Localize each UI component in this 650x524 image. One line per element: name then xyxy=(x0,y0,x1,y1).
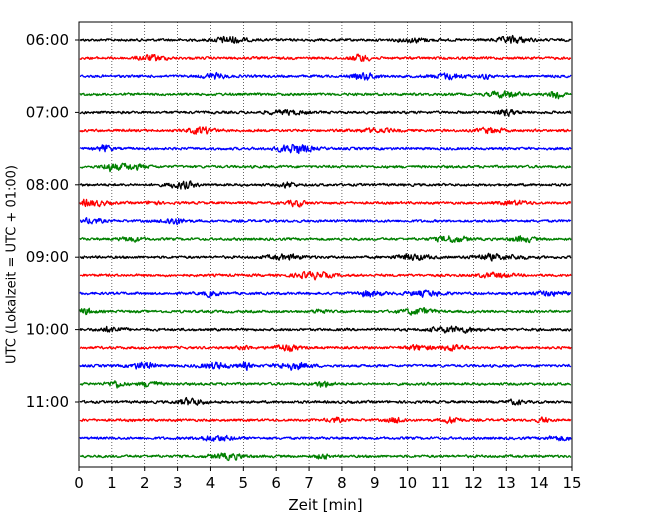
x-tick-label-9: 9 xyxy=(370,474,380,492)
trace-row-2 xyxy=(79,71,572,81)
x-tick-label-14: 14 xyxy=(530,474,549,492)
trace-row-23 xyxy=(79,452,572,462)
x-tick-label-12: 12 xyxy=(464,474,483,492)
x-tick-label-1: 1 xyxy=(107,474,117,492)
y-tick-label-1: 07:00 xyxy=(26,103,69,121)
trace-row-4 xyxy=(79,108,572,117)
trace-row-17 xyxy=(79,344,572,353)
trace-row-7 xyxy=(79,162,572,173)
trace-row-14 xyxy=(79,289,572,299)
x-tick-layer: 0 1 2 3 4 5 6 7 8 9 10 11 12 13 14 15 xyxy=(74,467,582,492)
grid-layer xyxy=(111,22,540,467)
y-tick-label-0: 06:00 xyxy=(26,31,69,49)
trace-layer xyxy=(79,34,572,462)
trace-row-11 xyxy=(79,235,572,244)
trace-row-6 xyxy=(79,143,572,155)
trace-row-5 xyxy=(79,126,572,135)
plot-frame xyxy=(78,21,573,468)
trace-row-3 xyxy=(79,90,572,100)
x-tick-label-4: 4 xyxy=(206,474,216,492)
trace-row-19 xyxy=(79,380,572,389)
trace-row-20 xyxy=(79,396,572,406)
y-tick-layer: 06:00 07:00 08:00 09:00 10:00 11:00 xyxy=(26,31,79,411)
trace-row-10 xyxy=(79,217,572,226)
trace-row-22 xyxy=(79,434,572,442)
trace-row-0 xyxy=(79,34,572,44)
x-tick-label-3: 3 xyxy=(173,474,183,492)
trace-row-21 xyxy=(79,416,572,425)
trace-row-15 xyxy=(79,307,572,316)
trace-row-1 xyxy=(79,53,572,62)
x-tick-label-7: 7 xyxy=(304,474,314,492)
x-tick-label-0: 0 xyxy=(74,474,84,492)
x-tick-label-8: 8 xyxy=(337,474,347,492)
x-tick-label-11: 11 xyxy=(431,474,450,492)
trace-row-9 xyxy=(79,198,572,208)
y-tick-label-5: 11:00 xyxy=(26,393,69,411)
x-tick-label-6: 6 xyxy=(271,474,281,492)
x-tick-label-2: 2 xyxy=(140,474,150,492)
trace-row-12 xyxy=(79,252,572,262)
x-tick-label-13: 13 xyxy=(497,474,516,492)
x-tick-label-10: 10 xyxy=(398,474,417,492)
trace-row-13 xyxy=(79,270,572,281)
y-tick-label-4: 10:00 xyxy=(26,321,69,339)
trace-row-18 xyxy=(79,361,572,372)
y-tick-label-3: 09:00 xyxy=(26,248,69,266)
x-tick-label-5: 5 xyxy=(239,474,249,492)
y-tick-label-2: 08:00 xyxy=(26,176,69,194)
x-tick-label-15: 15 xyxy=(562,474,581,492)
y-axis-label: UTC (Lokalzeit = UTC + 01:00) xyxy=(5,165,20,364)
x-axis-label: Zeit [min] xyxy=(288,496,362,514)
trace-row-8 xyxy=(79,180,572,190)
trace-row-16 xyxy=(79,325,572,334)
